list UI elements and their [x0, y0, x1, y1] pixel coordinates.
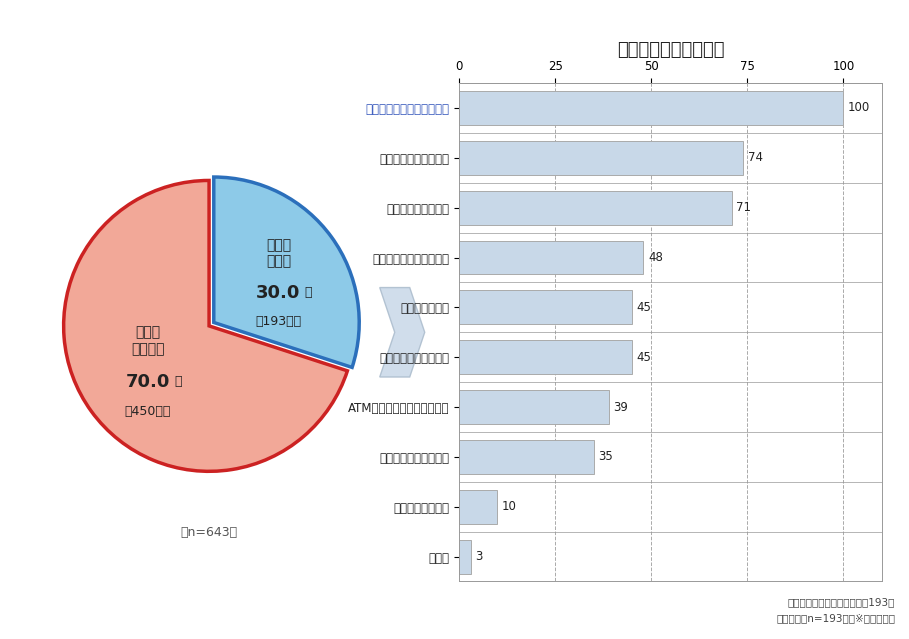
Text: 不満を
感じる: 不満を 感じる [266, 238, 291, 268]
Text: 70.0: 70.0 [125, 373, 170, 391]
Bar [459, 190, 732, 225]
Text: 45: 45 [636, 301, 652, 314]
Text: 30.0: 30.0 [256, 284, 301, 302]
Text: 39: 39 [614, 401, 628, 413]
Text: 100: 100 [848, 102, 870, 114]
Text: 10: 10 [502, 500, 517, 513]
Text: 3: 3 [475, 550, 483, 563]
Text: 71: 71 [736, 201, 752, 214]
Text: （450人）: （450人） [125, 404, 171, 417]
Bar [459, 91, 844, 125]
Text: 48: 48 [648, 251, 663, 264]
Bar [459, 290, 632, 325]
Text: 単位：人（n=193）　※複数回答可: 単位：人（n=193） ※複数回答可 [776, 613, 895, 624]
Bar [459, 440, 594, 474]
Bar [459, 141, 744, 175]
Bar [459, 489, 497, 524]
Bar [459, 340, 632, 374]
Text: （193人）: （193人） [255, 316, 302, 328]
Bar [459, 390, 609, 424]
Text: 不満を
感じない: 不満を 感じない [131, 326, 165, 356]
Text: 45: 45 [636, 351, 652, 364]
Wedge shape [214, 177, 359, 367]
Text: キャッシュレス化の普及で「現金」決済への不満: キャッシュレス化の普及で「現金」決済への不満 [317, 31, 592, 51]
Text: ％: ％ [305, 286, 312, 300]
Title: ＜不満を感じる理由＞: ＜不満を感じる理由＞ [616, 42, 724, 59]
Bar [459, 539, 471, 574]
Text: 「不満を感じる」と回答した193人: 「不満を感じる」と回答した193人 [788, 597, 895, 608]
Bar [459, 240, 644, 275]
Text: 74: 74 [748, 151, 763, 164]
Text: （n=643）: （n=643） [181, 526, 237, 539]
Text: ％: ％ [174, 376, 182, 389]
Wedge shape [64, 180, 347, 472]
Polygon shape [380, 288, 425, 377]
Text: 35: 35 [598, 450, 613, 463]
